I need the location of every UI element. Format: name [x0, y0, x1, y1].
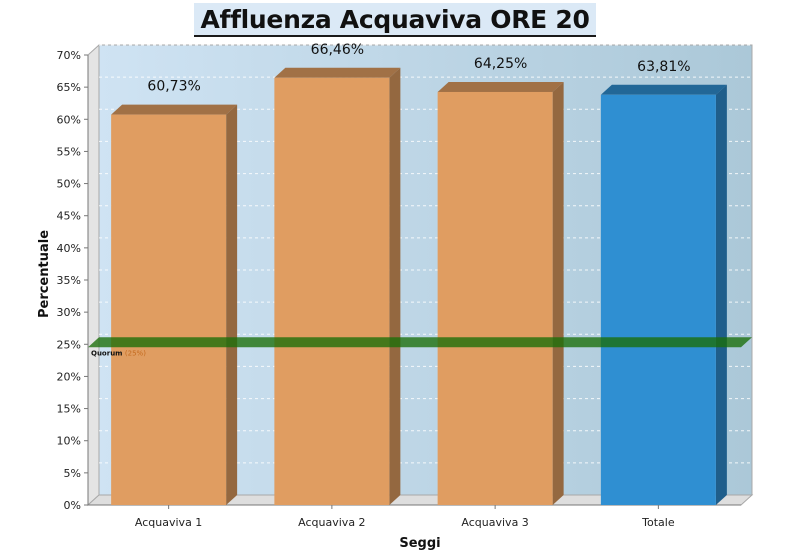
y-tick-label: 0% — [64, 499, 81, 512]
y-tick-label: 65% — [57, 81, 81, 94]
bar-3 — [437, 81, 564, 505]
y-tick-label: 25% — [57, 338, 81, 351]
y-tick-label: 55% — [57, 145, 81, 158]
bar-side — [389, 67, 401, 505]
bar-side — [552, 81, 564, 505]
bar-front — [437, 91, 553, 505]
y-tick-label: 5% — [64, 467, 81, 480]
bar-front — [111, 114, 227, 505]
y-tick-label: 20% — [57, 370, 81, 383]
data-label: 64,25% — [474, 56, 527, 72]
y-tick-label: 70% — [57, 49, 81, 62]
bar-4 — [600, 84, 727, 506]
title-container: Affluenza Acquaviva ORE 20 — [0, 0, 790, 40]
data-label: 66,46% — [311, 42, 364, 58]
bar-front — [600, 94, 716, 506]
x-axis-tick-labels: Acquaviva 1 Acquaviva 2 Acquaviva 3 Totale — [135, 505, 675, 529]
data-label: 60,73% — [147, 79, 200, 95]
quorum-label: Quorum (25%) — [91, 349, 146, 357]
bar-side — [226, 104, 238, 505]
bar-top — [600, 84, 727, 95]
bar-2 — [274, 67, 401, 505]
bar-top — [437, 81, 564, 92]
x-tick-label: Acquaviva 1 — [135, 516, 202, 529]
y-tick-label: 30% — [57, 306, 81, 319]
y-tick-label: 35% — [57, 274, 81, 287]
data-labels: 60,73% 66,46% 64,25% 63,81% — [147, 42, 690, 95]
y-tick-label: 15% — [57, 403, 81, 416]
y-tick-label: 45% — [57, 210, 81, 223]
bar-front — [274, 77, 390, 505]
chart-title: Affluenza Acquaviva ORE 20 — [194, 3, 596, 37]
bar-top — [274, 67, 401, 78]
bar-1 — [111, 104, 238, 505]
bar-top — [111, 104, 238, 115]
quorum-band — [88, 337, 752, 348]
x-tick-label: Acquaviva 2 — [298, 516, 365, 529]
plot-left-wall — [87, 43, 100, 507]
y-tick-label: 40% — [57, 242, 81, 255]
quorum-line: Quorum (25%) — [88, 337, 752, 357]
y-tick-label: 10% — [57, 435, 81, 448]
x-tick-label: Acquaviva 3 — [461, 516, 528, 529]
x-axis-title: Seggi — [399, 536, 440, 551]
y-tick-label: 60% — [57, 113, 81, 126]
y-tick-label: 50% — [57, 178, 81, 191]
x-tick-label: Totale — [641, 516, 675, 529]
data-label: 63,81% — [637, 59, 690, 75]
bar-side — [715, 84, 727, 506]
y-axis-ticks: 0% 5% 10% 15% 20% 25% 30% 35% 40% 45% 50% 55% 60% 65%… — [57, 49, 88, 512]
bars — [111, 67, 727, 506]
y-axis-title: Percentuale — [37, 230, 52, 318]
